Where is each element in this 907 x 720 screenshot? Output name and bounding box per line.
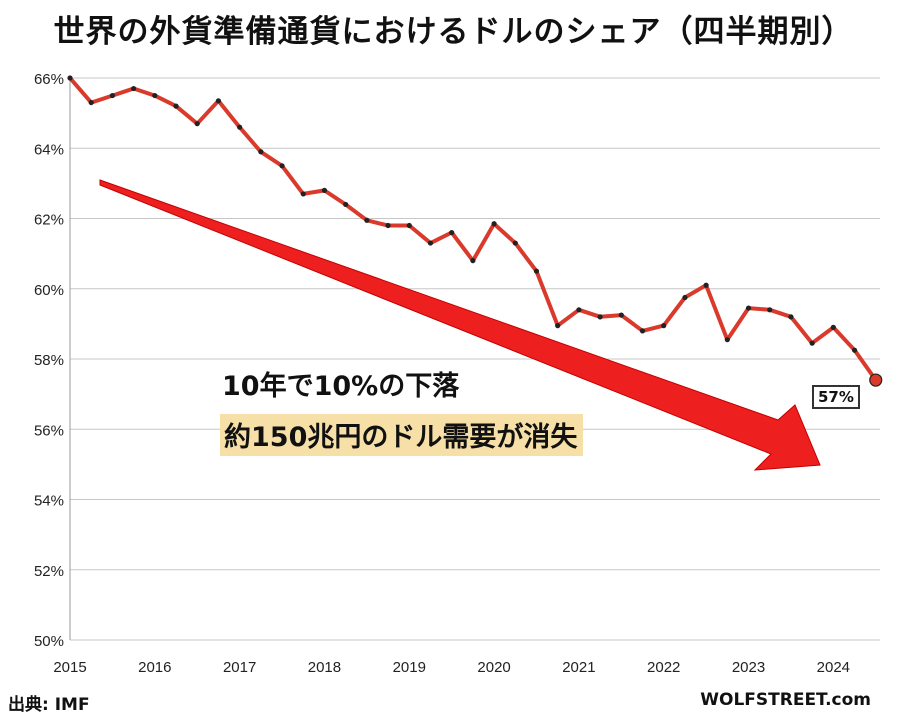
trend-arrow-shape: [99, 179, 821, 471]
y-tick-label: 60%: [34, 282, 64, 299]
data-point: [385, 222, 391, 229]
data-point: [703, 282, 709, 288]
data-point: [194, 121, 200, 127]
x-tick-label: 2015: [53, 659, 86, 676]
data-point: [512, 240, 518, 246]
annotation-demand-loss: 約150兆円のドル需要が消失: [220, 414, 584, 456]
x-tick-label: 2024: [817, 659, 850, 676]
data-point: [661, 323, 667, 329]
series-usd-share: [67, 75, 883, 387]
data-point: [364, 217, 370, 223]
x-tick-label: 2017: [223, 659, 256, 676]
y-tick-label: 50%: [34, 633, 64, 650]
data-point: [533, 268, 540, 274]
data-point: [724, 337, 730, 343]
x-tick-label: 2016: [138, 659, 171, 676]
data-point: [300, 191, 306, 197]
data-point: [215, 98, 222, 104]
x-tick-label: 2022: [647, 659, 680, 676]
data-point: [279, 163, 285, 169]
data-point: [639, 328, 646, 334]
x-tick-label: 2023: [732, 659, 765, 676]
y-tick-label: 64%: [34, 141, 64, 158]
y-tick-label: 56%: [34, 422, 64, 439]
data-point: [152, 92, 158, 99]
data-point: [343, 201, 349, 208]
y-tick-label: 66%: [34, 71, 64, 88]
data-point-latest: [869, 373, 883, 387]
data-point: [427, 240, 434, 246]
y-tick-label: 62%: [34, 212, 64, 229]
data-point: [237, 124, 243, 130]
y-axis-ticks: 50% 52% 54% 56% 58% 60% 62% 64% 66%: [34, 71, 64, 650]
data-point: [555, 323, 561, 329]
x-tick-label: 2021: [562, 659, 595, 676]
data-point: [618, 312, 624, 318]
data-point: [809, 340, 815, 346]
trend-arrow: [99, 179, 821, 471]
x-tick-label: 2018: [308, 659, 341, 676]
chart-title: 世界の外貨準備通貨におけるドルのシェア（四半期別）: [53, 14, 854, 50]
data-point: [682, 294, 688, 301]
data-point: [767, 307, 773, 313]
data-point: [131, 85, 137, 92]
data-point: [449, 229, 455, 236]
data-point: [576, 307, 582, 313]
data-point: [491, 221, 497, 227]
source-note: 出典: IMF: [8, 695, 90, 715]
end-value-label: 57%: [812, 385, 860, 409]
data-point: [173, 103, 179, 109]
data-point: [851, 347, 858, 353]
data-point: [597, 314, 603, 320]
x-axis-ticks: 2015 2016 2017 2018 2019 2020 2021 2022 2023 2024: [53, 659, 850, 676]
data-point: [406, 222, 412, 229]
credit-note: WOLFSTREET.com: [700, 690, 871, 710]
x-tick-label: 2020: [477, 659, 510, 676]
y-tick-label: 58%: [34, 352, 64, 369]
x-tick-label: 2019: [393, 659, 426, 676]
y-tick-label: 52%: [34, 563, 64, 580]
data-point: [830, 324, 836, 330]
data-point: [109, 92, 116, 99]
data-point: [67, 75, 73, 81]
y-tick-label: 54%: [34, 493, 64, 510]
data-point: [321, 187, 328, 193]
data-point: [745, 305, 752, 311]
annotation-decline: 10年で10%の下落: [222, 371, 460, 402]
data-point: [88, 99, 94, 106]
data-point: [470, 258, 476, 264]
data-point: [258, 149, 264, 155]
gridlines: [69, 77, 880, 641]
data-point: [788, 314, 794, 320]
